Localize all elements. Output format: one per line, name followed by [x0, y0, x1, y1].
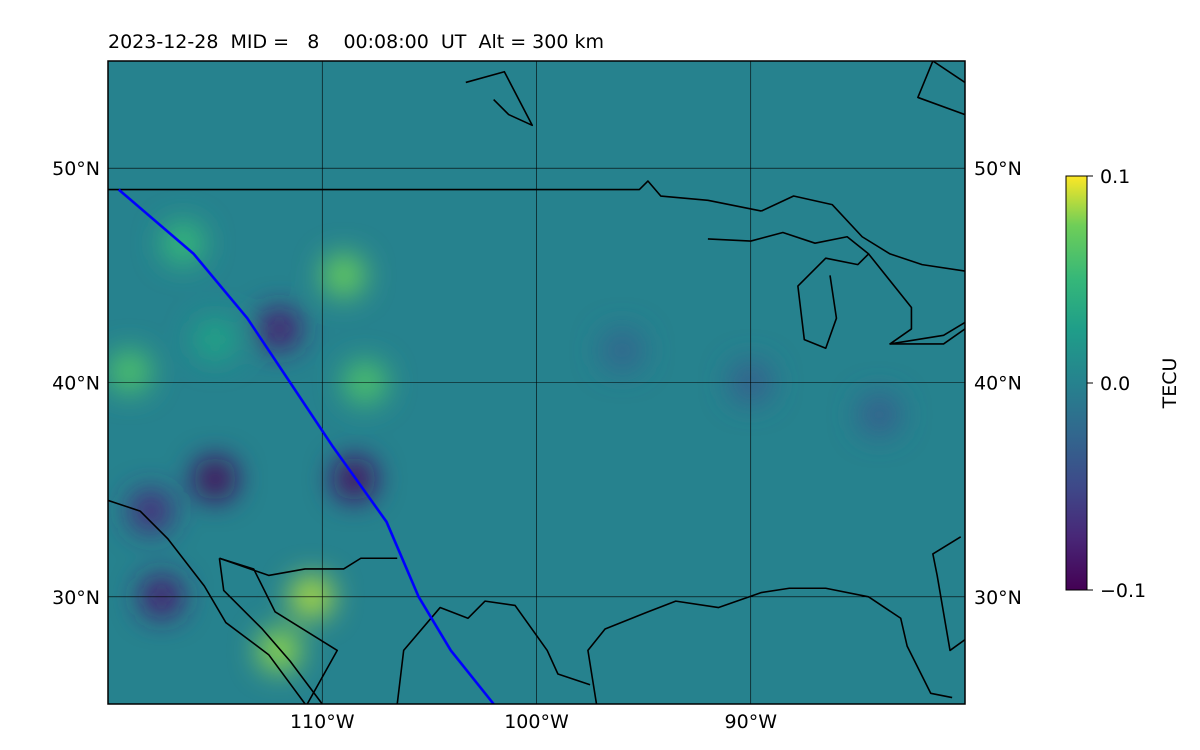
- lon-tick-label: 90°W: [725, 711, 778, 733]
- coastline: [761, 195, 965, 272]
- coastline: [917, 61, 965, 116]
- tec-anomaly: [128, 489, 173, 534]
- tec-anomaly: [321, 253, 366, 298]
- colorbar: 0.1 0.0 −0.1 TECU: [1065, 166, 1181, 602]
- longitude-axis: 110°W 100°W 90°W: [290, 711, 777, 733]
- coastline: [932, 536, 965, 652]
- lat-tick-label: 40°N: [974, 373, 1022, 395]
- latitude-axis-right: 30°N 40°N 50°N: [974, 158, 1022, 609]
- coastline: [108, 499, 306, 704]
- colorbar-gradient: [1065, 175, 1088, 591]
- tec-anomaly: [193, 456, 238, 501]
- colorbar-tick-label: 0.0: [1100, 373, 1130, 395]
- graticule: [108, 61, 965, 704]
- coastline: [218, 558, 323, 704]
- coastline: [707, 231, 870, 350]
- lat-tick-label: 30°N: [52, 587, 100, 609]
- lat-tick-label: 50°N: [52, 158, 100, 180]
- latitude-axis-left: 30°N 40°N 50°N: [52, 158, 100, 609]
- tec-anomaly: [600, 328, 645, 373]
- lat-tick-label: 30°N: [974, 587, 1022, 609]
- map-frame: [107, 60, 966, 705]
- colorbar-tick-label: 0.1: [1100, 166, 1130, 188]
- coastline: [396, 600, 591, 704]
- satellite-track-line: [117, 188, 495, 704]
- lon-tick-label: 110°W: [290, 711, 355, 733]
- coastlines: [108, 61, 965, 704]
- colorbar-tick-label: −0.1: [1100, 580, 1146, 602]
- coastline: [219, 557, 398, 577]
- lat-tick-label: 40°N: [52, 373, 100, 395]
- tec-anomaly: [257, 306, 302, 351]
- tec-anomaly: [857, 392, 902, 437]
- tec-anomaly-layer: [108, 221, 902, 673]
- coastline: [108, 180, 762, 212]
- coastline: [587, 587, 953, 704]
- lat-tick-label: 50°N: [974, 158, 1022, 180]
- coastline: [219, 557, 339, 704]
- lon-tick-label: 100°W: [504, 711, 569, 733]
- coastline: [465, 70, 534, 127]
- map-area: [108, 61, 965, 704]
- tec-anomaly: [108, 349, 152, 394]
- colorbar-label: TECU: [1159, 358, 1181, 410]
- chart-title: 2023-12-28 MID = 8 00:08:00 UT Alt = 300…: [108, 31, 604, 53]
- tec-anomaly: [193, 317, 238, 362]
- coastline: [867, 253, 965, 345]
- coastline: [889, 321, 965, 345]
- satellite-track: [117, 188, 495, 704]
- colorbar-ticks: 0.1 0.0 −0.1: [1087, 166, 1146, 602]
